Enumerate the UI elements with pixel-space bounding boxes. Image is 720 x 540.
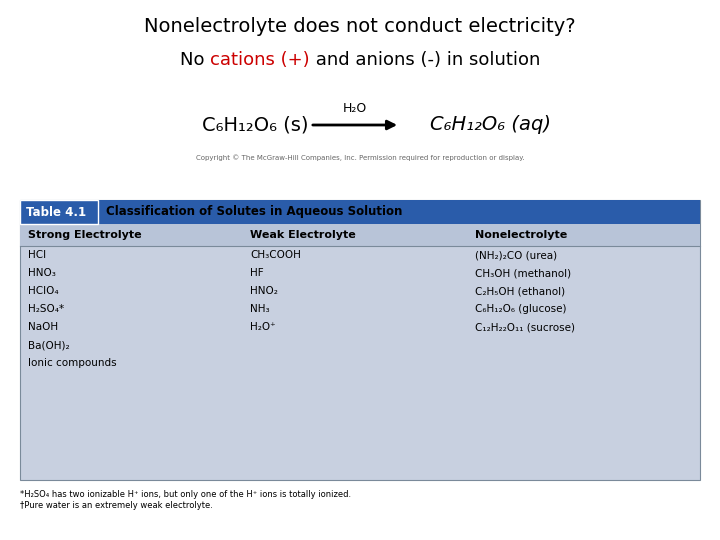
Text: Weak Electrolyte: Weak Electrolyte [250, 230, 356, 240]
Text: C₆H₁₂O₆ (s): C₆H₁₂O₆ (s) [202, 116, 308, 134]
Text: NaOH: NaOH [28, 322, 58, 332]
Text: H₂O: H₂O [343, 103, 367, 116]
Text: Strong Electrolyte: Strong Electrolyte [28, 230, 142, 240]
Text: †Pure water is an extremely weak electrolyte.: †Pure water is an extremely weak electro… [20, 501, 213, 510]
Text: HClO₄: HClO₄ [28, 286, 58, 296]
Text: HNO₂: HNO₂ [250, 286, 278, 296]
Text: (NH₂)₂CO (urea): (NH₂)₂CO (urea) [475, 250, 557, 260]
Text: and anions (-) in solution: and anions (-) in solution [310, 51, 540, 69]
Text: Copyright © The McGraw-Hill Companies, Inc. Permission required for reproduction: Copyright © The McGraw-Hill Companies, I… [196, 154, 524, 161]
Text: H₂SO₄*: H₂SO₄* [28, 304, 64, 314]
Text: H₂O⁺: H₂O⁺ [250, 322, 276, 332]
Bar [20, 200, 700, 224]
Text: Nonelectrolyte: Nonelectrolyte [475, 230, 567, 240]
Text: No: No [180, 51, 210, 69]
Text: C₁₂H₂₂O₁₁ (sucrose): C₁₂H₂₂O₁₁ (sucrose) [475, 322, 575, 332]
Text: HF: HF [250, 268, 264, 278]
Text: CH₃OH (methanol): CH₃OH (methanol) [475, 268, 571, 278]
Text: C₂H₅OH (ethanol): C₂H₅OH (ethanol) [475, 286, 565, 296]
Bar [20, 200, 700, 480]
Text: *H₂SO₄ has two ionizable H⁺ ions, but only one of the H⁺ ions is totally ionized: *H₂SO₄ has two ionizable H⁺ ions, but on… [20, 490, 351, 499]
Bar [20, 224, 700, 246]
Text: Ba(OH)₂: Ba(OH)₂ [28, 340, 70, 350]
Text: CH₃COOH: CH₃COOH [250, 250, 301, 260]
Text: Ionic compounds: Ionic compounds [28, 358, 117, 368]
Text: HNO₃: HNO₃ [28, 268, 56, 278]
Text: Nonelectrolyte does not conduct electricity?: Nonelectrolyte does not conduct electric… [144, 17, 576, 36]
Text: Table 4.1: Table 4.1 [26, 206, 86, 219]
Text: C₆H₁₂O₆ (aq): C₆H₁₂O₆ (aq) [430, 116, 551, 134]
Text: NH₃: NH₃ [250, 304, 269, 314]
Text: Classification of Solutes in Aqueous Solution: Classification of Solutes in Aqueous Sol… [106, 206, 402, 219]
Text: cations (+): cations (+) [210, 51, 310, 69]
Bar [20, 200, 98, 224]
Text: HCl: HCl [28, 250, 46, 260]
Text: C₆H₁₂O₆ (glucose): C₆H₁₂O₆ (glucose) [475, 304, 567, 314]
